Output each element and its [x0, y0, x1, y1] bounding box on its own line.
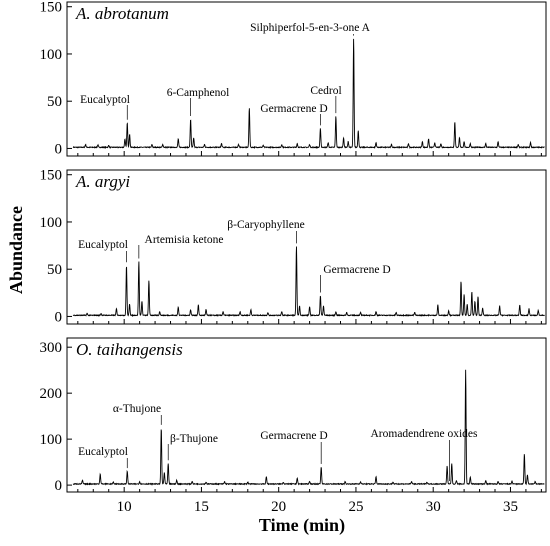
annotation-label: Eucalyptol [78, 239, 128, 251]
annotation-label: Germacrene D [323, 264, 390, 276]
annotation-aromadendrene-oxides: Aromadendrene oxides [371, 428, 479, 481]
y-tick-label: 50 [47, 94, 62, 110]
annotation-label: Aromadendrene oxides [371, 428, 479, 440]
annotation-label: β-Caryophyllene [227, 219, 304, 231]
chromatogram-trace [72, 246, 545, 318]
panel-title: A. abrotanum [75, 4, 169, 23]
panel-frame [66, 1, 547, 157]
annotation-label: Eucalyptol [80, 94, 130, 106]
annotation-germacrene-d: Germacrene D [260, 103, 328, 126]
x-tick-label: 15 [194, 499, 209, 515]
annotation-beta-thujone: β-Thujone [167, 433, 218, 461]
annotation-label: Germacrene D [260, 430, 327, 442]
annotation-eucalyptol: Eucalyptol [78, 239, 128, 263]
annotation-6-camphenol: 6-Camphenol [167, 87, 230, 116]
peak-annotations: Eucalyptol 6-Camphenol Germacrene D Cedr… [80, 22, 371, 126]
y-ticks: 0 50 100 150 [40, 0, 72, 157]
x-tick-label: 10 [117, 499, 132, 515]
annotation-eucalyptol: Eucalyptol [78, 446, 128, 469]
annotation-label: α-Thujone [113, 403, 161, 415]
x-axis-title: Time (min) [259, 515, 345, 536]
peak-annotations: Eucalyptol Artemisia ketone β-Caryophyll… [78, 219, 391, 293]
y-tick-label: 150 [40, 168, 63, 184]
x-tick-label: 20 [271, 499, 286, 515]
y-ticks: 0 50 100 150 [40, 168, 72, 325]
annotation-label: Artemisia ketone [145, 234, 224, 246]
panel-frame [66, 337, 547, 493]
y-tick-label: 150 [40, 0, 63, 16]
annotation-eucalyptol: Eucalyptol [80, 94, 130, 120]
x-tick-label: 30 [426, 499, 441, 515]
panel-frame [66, 169, 547, 325]
peak-annotations: Eucalyptol α-Thujone β-Thujone Germacren… [78, 403, 478, 481]
chromatogram-trace [72, 369, 545, 486]
annotation-label: 6-Camphenol [167, 87, 230, 99]
chromatogram-trace [72, 38, 545, 150]
y-tick-label: 300 [40, 340, 63, 356]
annotation-alpha-thujone: α-Thujone [113, 403, 162, 425]
annotation-label: Silphiperfol-5-en-3-one A [250, 22, 370, 34]
x-ticks [77, 319, 542, 324]
annotation-cedrol: Cedrol [310, 85, 342, 114]
y-tick-label: 100 [40, 432, 63, 448]
x-ticks [77, 151, 542, 156]
y-tick-label: 100 [40, 215, 63, 231]
panel-title: A. argyi [75, 172, 130, 191]
panel-a-argyi: A. argyi 0 50 100 150 Eucalyptol Artemisia … [40, 168, 547, 325]
x-tick-label: 35 [503, 499, 518, 515]
annotation-germacrene-d: Germacrene D [320, 264, 391, 293]
y-ticks: 0 100 200 300 [40, 340, 72, 494]
y-tick-label: 100 [40, 47, 63, 63]
panel-title: O. taihangensis [76, 340, 183, 359]
panel-a-abrotanum: A. abrotanum 0 50 100 150 Eucalyptol 6-Camp… [40, 0, 547, 157]
y-tick-label: 0 [55, 141, 63, 157]
annotation-silphiperfol: Silphiperfol-5-en-3-one A [250, 22, 371, 36]
y-tick-label: 0 [55, 309, 63, 325]
annotation-label: Cedrol [310, 85, 341, 97]
x-ticks: 10 15 20 25 30 35 [77, 487, 542, 515]
annotation-artemisia-ketone: Artemisia ketone [138, 234, 224, 259]
annotation-label: β-Thujone [170, 433, 218, 445]
y-axis-title: Abundance [6, 206, 26, 294]
annotation-germacrene-d: Germacrene D [260, 430, 328, 464]
y-tick-label: 50 [47, 262, 62, 278]
annotation-label: Eucalyptol [78, 446, 128, 458]
y-tick-label: 200 [40, 386, 63, 402]
annotation-beta-caryophyllene: β-Caryophyllene [227, 219, 305, 244]
y-tick-label: 0 [55, 478, 63, 494]
annotation-label: Germacrene D [260, 103, 327, 115]
x-tick-label: 25 [348, 499, 363, 515]
